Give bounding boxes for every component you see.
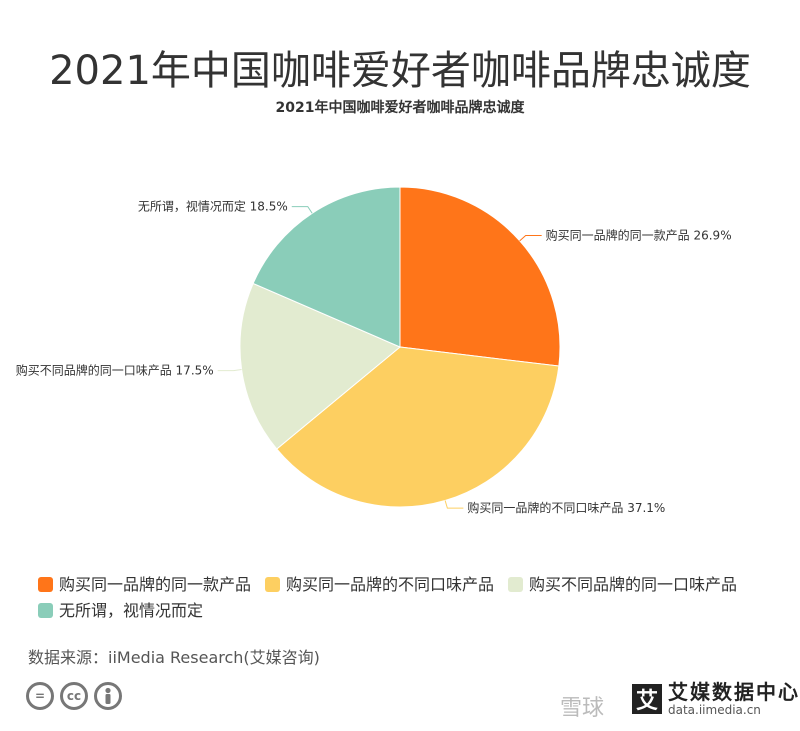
brand-mark-icon: 艾 [632, 684, 662, 714]
pie-leader-line [291, 206, 313, 214]
legend-item[interactable]: 购买同一品牌的不同口味产品 [265, 572, 494, 598]
chart-title: 2021年中国咖啡爱好者咖啡品牌忠诚度 [276, 99, 526, 116]
pie-leader-line [217, 369, 242, 372]
legend-item[interactable]: 购买不同品牌的同一口味产品 [508, 572, 737, 598]
page-title: 2021年中国咖啡爱好者咖啡品牌忠诚度 [49, 48, 751, 94]
legend-label: 购买不同品牌的同一口味产品 [529, 575, 738, 594]
pie-slice [399, 186, 561, 367]
legend-item[interactable]: 购买同一品牌的同一款产品 [38, 572, 251, 598]
pie-slice-label: 购买同一品牌的同一款产品 26.9% [546, 228, 732, 243]
cc-icon: cc [60, 682, 88, 710]
data-source: 数据来源：iiMedia Research(艾媒咨询) [28, 648, 320, 667]
pie-chart-svg: 2021年中国咖啡爱好者咖啡品牌忠诚度 购买同一品牌的同一款产品 26.9% 购买… [16, 99, 732, 515]
brand-logo: 艾 艾媒数据中心 data.iimedia.cn [632, 682, 800, 716]
license-icons: = cc [26, 682, 122, 710]
legend-swatch [508, 577, 524, 592]
pie-slice-label: 购买不同品牌的同一口味产品 17.5% [16, 363, 214, 378]
pie-slice-label: 无所谓，视情况而定 18.5% [138, 199, 288, 214]
chart-legend: 购买同一品牌的同一款产品 购买同一品牌的不同口味产品 购买不同品牌的同一口味产品无所… [38, 572, 778, 624]
legend-label: 无所谓，视情况而定 [59, 601, 204, 620]
legend-swatch [265, 577, 281, 592]
legend-swatch [38, 603, 53, 618]
pie-leader-line [444, 500, 464, 509]
legend-item[interactable]: 无所谓，视情况而定 [38, 598, 203, 624]
pie-slice-label: 购买同一品牌的不同口味产品 37.1% [467, 500, 665, 515]
watermark-snowball: 雪球 [560, 696, 605, 721]
pie-slice [276, 346, 560, 508]
person-icon [94, 682, 122, 710]
pie-leader-line [519, 235, 542, 242]
pie-chart: 2021年中国咖啡爱好者咖啡品牌忠诚度 购买同一品牌的同一款产品 26.9% 购买… [0, 90, 800, 550]
brand-name: 艾媒数据中心 [668, 680, 800, 704]
equals-icon: = [26, 682, 54, 710]
legend-swatch [38, 577, 53, 592]
pie-slice [239, 282, 401, 450]
brand-url: data.iimedia.cn [668, 703, 761, 717]
legend-label: 购买同一品牌的同一款产品 [59, 575, 252, 594]
legend-label: 购买同一品牌的不同口味产品 [286, 575, 495, 594]
